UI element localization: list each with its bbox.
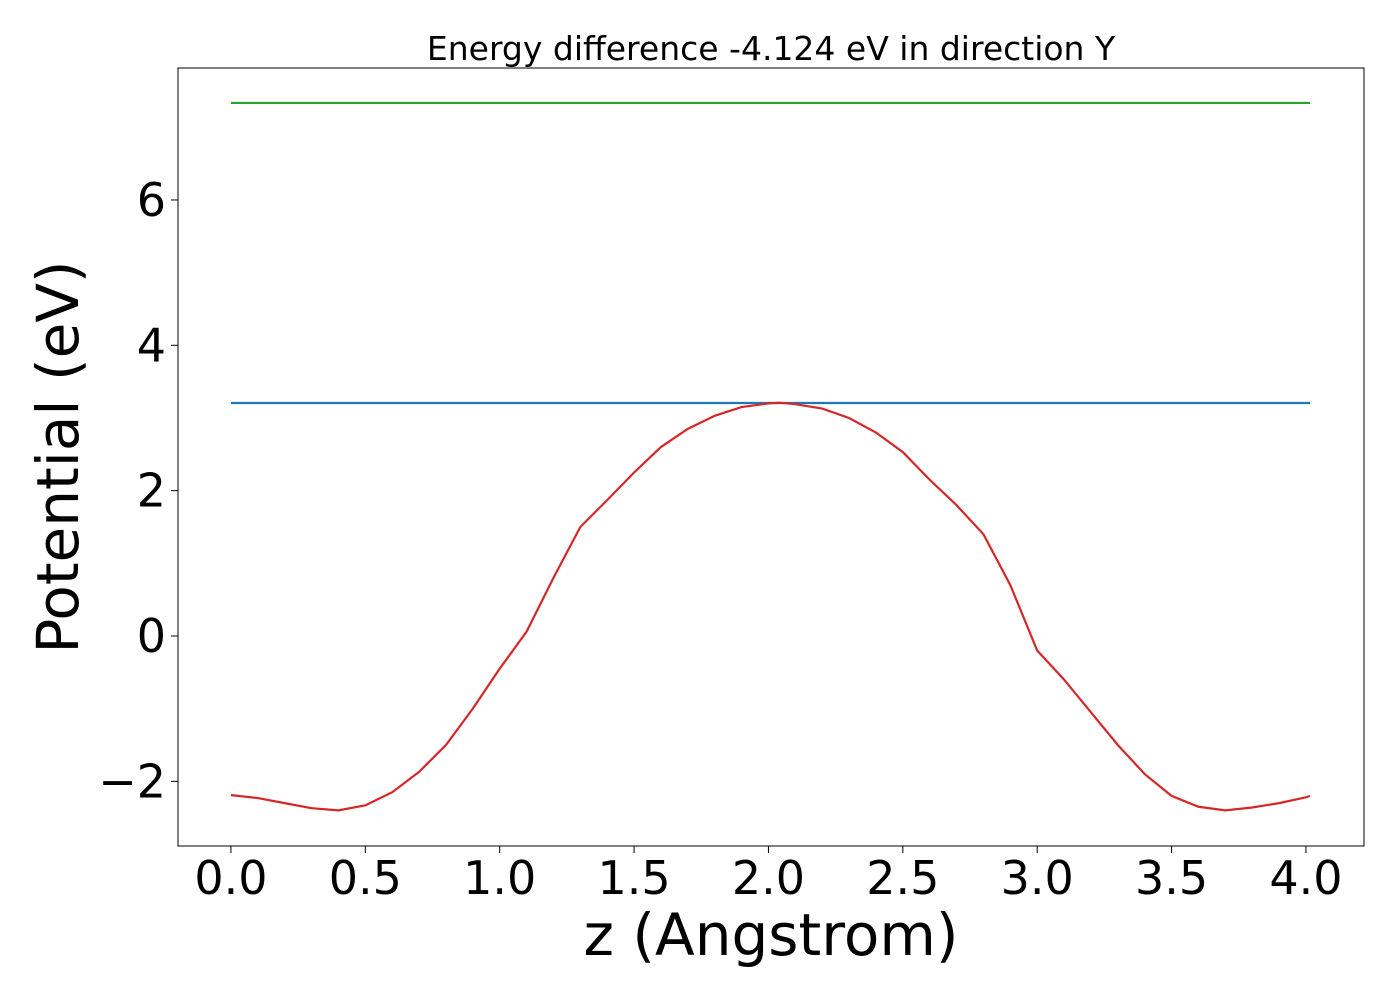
x-tick-label: 2.0 [732,851,805,905]
x-tick-label: 0.0 [194,851,267,905]
series-line [230,401,1311,812]
x-tick-label: 1.0 [463,851,536,905]
chart-title: Energy difference -4.124 eV in direction… [427,29,1116,68]
y-tick-label: 6 [137,173,166,227]
x-axis-label: z (Angstrom) [584,901,959,969]
y-tick-label: 2 [137,464,166,518]
y-axis-label: Potential (eV) [24,260,92,653]
x-tick-label: 0.5 [329,851,402,905]
x-tick-label: 3.0 [1001,851,1074,905]
y-tick-label: −2 [98,754,166,808]
plot-frame [177,67,1365,847]
y-tick-label: 4 [137,318,166,372]
x-tick-label: 3.5 [1135,851,1208,905]
x-tick-label: 1.5 [597,851,670,905]
x-tick-label: 4.0 [1269,851,1342,905]
y-tick-label: 0 [137,609,166,663]
x-tick-label: 2.5 [866,851,939,905]
